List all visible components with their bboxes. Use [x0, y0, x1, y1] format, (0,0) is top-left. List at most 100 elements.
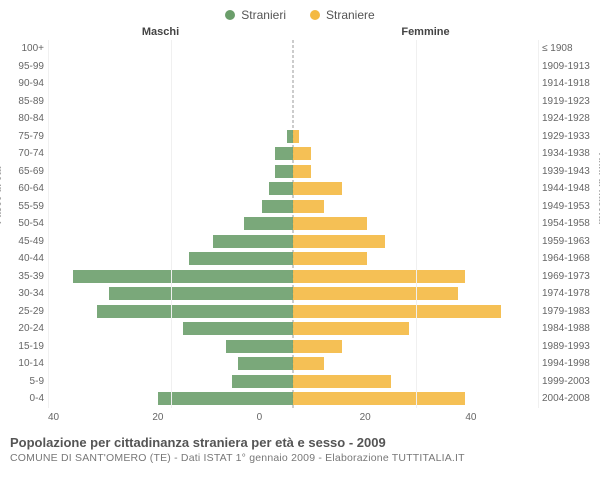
bar-male	[232, 375, 293, 388]
age-label: 65-69	[4, 163, 44, 181]
age-label: 80-84	[4, 110, 44, 128]
bar-male	[213, 235, 293, 248]
birth-label: ≤ 1908	[542, 40, 596, 58]
bar-male	[244, 217, 293, 230]
bar-female	[293, 217, 367, 230]
bar-male	[158, 392, 293, 405]
birth-label: 1934-1938	[542, 145, 596, 163]
legend-item-female: Straniere	[310, 8, 375, 22]
legend-label-male: Stranieri	[241, 8, 286, 22]
birth-label: 2004-2008	[542, 390, 596, 408]
x-axis-right: 2040	[262, 412, 476, 423]
bar-female	[293, 252, 367, 265]
birth-label: 1984-1988	[542, 320, 596, 338]
pyramid-row	[48, 285, 538, 303]
bar-female	[293, 287, 458, 300]
pyramid-row	[48, 198, 538, 216]
birth-label: 1954-1958	[542, 215, 596, 233]
bar-female	[293, 322, 409, 335]
pyramid-row	[48, 338, 538, 356]
pyramid-row	[48, 163, 538, 181]
bar-female	[293, 182, 342, 195]
birth-label: 1974-1978	[542, 285, 596, 303]
bar-male	[238, 357, 293, 370]
x-tick: 40	[48, 412, 59, 423]
birth-label: 1969-1973	[542, 268, 596, 286]
age-label: 0-4	[4, 390, 44, 408]
legend-swatch-male	[225, 10, 235, 20]
bar-female	[293, 130, 299, 143]
pyramid-row	[48, 215, 538, 233]
x-axis: 02040 2040	[48, 412, 552, 423]
bar-male	[269, 182, 294, 195]
birth-label: 1914-1918	[542, 75, 596, 93]
birth-label: 1994-1998	[542, 355, 596, 373]
age-label: 60-64	[4, 180, 44, 198]
age-label: 35-39	[4, 268, 44, 286]
age-label: 75-79	[4, 128, 44, 146]
age-label: 20-24	[4, 320, 44, 338]
pyramid-row	[48, 303, 538, 321]
pyramid-row	[48, 128, 538, 146]
birth-label: 1924-1928	[542, 110, 596, 128]
bar-male	[109, 287, 293, 300]
bar-male	[73, 270, 294, 283]
bar-male	[226, 340, 293, 353]
age-label: 90-94	[4, 75, 44, 93]
y-axis-age: 100+95-9990-9485-8980-8475-7970-7465-696…	[0, 40, 48, 408]
birth-label: 1949-1953	[542, 198, 596, 216]
pyramid-row	[48, 145, 538, 163]
pyramid-row	[48, 180, 538, 198]
bar-female	[293, 147, 311, 160]
x-axis-left: 02040	[48, 412, 262, 423]
bar-male	[275, 147, 293, 160]
birth-label: 1909-1913	[542, 58, 596, 76]
age-label: 45-49	[4, 233, 44, 251]
x-tick: 20	[360, 412, 371, 423]
chart-legend: Stranieri Straniere	[0, 0, 600, 26]
gridline	[171, 40, 172, 408]
legend-swatch-female	[310, 10, 320, 20]
pyramid-row	[48, 320, 538, 338]
gridline	[538, 40, 539, 408]
bar-male	[189, 252, 293, 265]
bar-female	[293, 392, 465, 405]
pyramid-row	[48, 355, 538, 373]
chart-title: Popolazione per cittadinanza straniera p…	[10, 435, 600, 450]
birth-label: 1959-1963	[542, 233, 596, 251]
pyramid-row	[48, 233, 538, 251]
gridline	[416, 40, 417, 408]
age-label: 100+	[4, 40, 44, 58]
bar-female	[293, 375, 391, 388]
pyramid-row	[48, 390, 538, 408]
gridline	[48, 40, 49, 408]
x-tick: 40	[465, 412, 476, 423]
age-label: 10-14	[4, 355, 44, 373]
chart-subtitle: COMUNE DI SANT'OMERO (TE) - Dati ISTAT 1…	[10, 452, 600, 464]
legend-item-male: Stranieri	[225, 8, 286, 22]
age-label: 55-59	[4, 198, 44, 216]
legend-label-female: Straniere	[326, 8, 375, 22]
age-label: 85-89	[4, 93, 44, 111]
age-label: 40-44	[4, 250, 44, 268]
birth-label: 1939-1943	[542, 163, 596, 181]
y-axis-birth: ≤ 19081909-19131914-19181919-19231924-19…	[538, 40, 600, 408]
bar-female	[293, 165, 311, 178]
age-label: 50-54	[4, 215, 44, 233]
bar-female	[293, 340, 342, 353]
age-label: 95-99	[4, 58, 44, 76]
population-pyramid: Fasce di età 100+95-9990-9485-8980-8475-…	[0, 40, 600, 408]
column-headers: Maschi Femmine	[0, 26, 600, 38]
age-label: 70-74	[4, 145, 44, 163]
header-male: Maschi	[48, 26, 293, 38]
bar-female	[293, 357, 324, 370]
y-axis-label-left: Fasce di età	[0, 166, 4, 223]
age-label: 30-34	[4, 285, 44, 303]
pyramid-row	[48, 373, 538, 391]
bar-male	[275, 165, 293, 178]
age-label: 5-9	[4, 373, 44, 391]
age-label: 25-29	[4, 303, 44, 321]
y-axis-label-right: Anni di nascita	[597, 153, 600, 224]
birth-label: 1944-1948	[542, 180, 596, 198]
birth-label: 1999-2003	[542, 373, 596, 391]
